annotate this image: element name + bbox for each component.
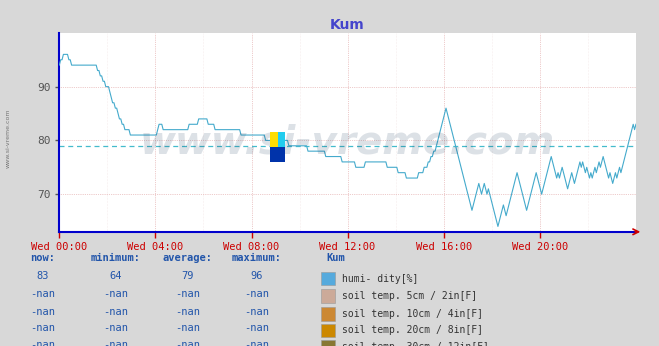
Text: soil temp. 20cm / 8in[F]: soil temp. 20cm / 8in[F]: [342, 326, 483, 335]
Text: minimum:: minimum:: [90, 253, 140, 263]
Bar: [270, 147, 285, 162]
Text: soil temp. 10cm / 4in[F]: soil temp. 10cm / 4in[F]: [342, 309, 483, 319]
Text: maximum:: maximum:: [232, 253, 282, 263]
Text: -nan: -nan: [244, 289, 270, 299]
Text: now:: now:: [30, 253, 55, 263]
FancyBboxPatch shape: [321, 340, 335, 346]
Text: -nan: -nan: [175, 289, 200, 299]
Text: -nan: -nan: [244, 323, 270, 333]
Text: humi- dity[%]: humi- dity[%]: [342, 274, 418, 283]
Text: -nan: -nan: [103, 323, 128, 333]
Text: -nan: -nan: [30, 340, 55, 346]
Text: -nan: -nan: [175, 307, 200, 317]
Bar: [278, 133, 285, 147]
Text: Kum: Kum: [326, 253, 345, 263]
Text: www.si-vreme.com: www.si-vreme.com: [140, 123, 556, 161]
Text: -nan: -nan: [244, 307, 270, 317]
Text: -nan: -nan: [103, 289, 128, 299]
Text: -nan: -nan: [30, 307, 55, 317]
Text: 96: 96: [251, 271, 263, 281]
Text: www.si-vreme.com: www.si-vreme.com: [6, 109, 11, 168]
FancyBboxPatch shape: [321, 324, 335, 337]
Title: Kum: Kum: [330, 18, 365, 32]
Text: -nan: -nan: [175, 340, 200, 346]
Bar: [270, 133, 278, 147]
FancyBboxPatch shape: [321, 289, 335, 303]
Text: 79: 79: [182, 271, 194, 281]
Text: -nan: -nan: [103, 340, 128, 346]
Text: -nan: -nan: [103, 307, 128, 317]
Text: -nan: -nan: [30, 289, 55, 299]
Text: -nan: -nan: [175, 323, 200, 333]
Text: 83: 83: [37, 271, 49, 281]
FancyBboxPatch shape: [321, 307, 335, 320]
Text: soil temp. 30cm / 12in[F]: soil temp. 30cm / 12in[F]: [342, 342, 489, 346]
Text: soil temp. 5cm / 2in[F]: soil temp. 5cm / 2in[F]: [342, 291, 477, 301]
Text: average:: average:: [163, 253, 213, 263]
Text: -nan: -nan: [30, 323, 55, 333]
FancyBboxPatch shape: [321, 272, 335, 285]
Text: -nan: -nan: [244, 340, 270, 346]
Text: 64: 64: [109, 271, 121, 281]
